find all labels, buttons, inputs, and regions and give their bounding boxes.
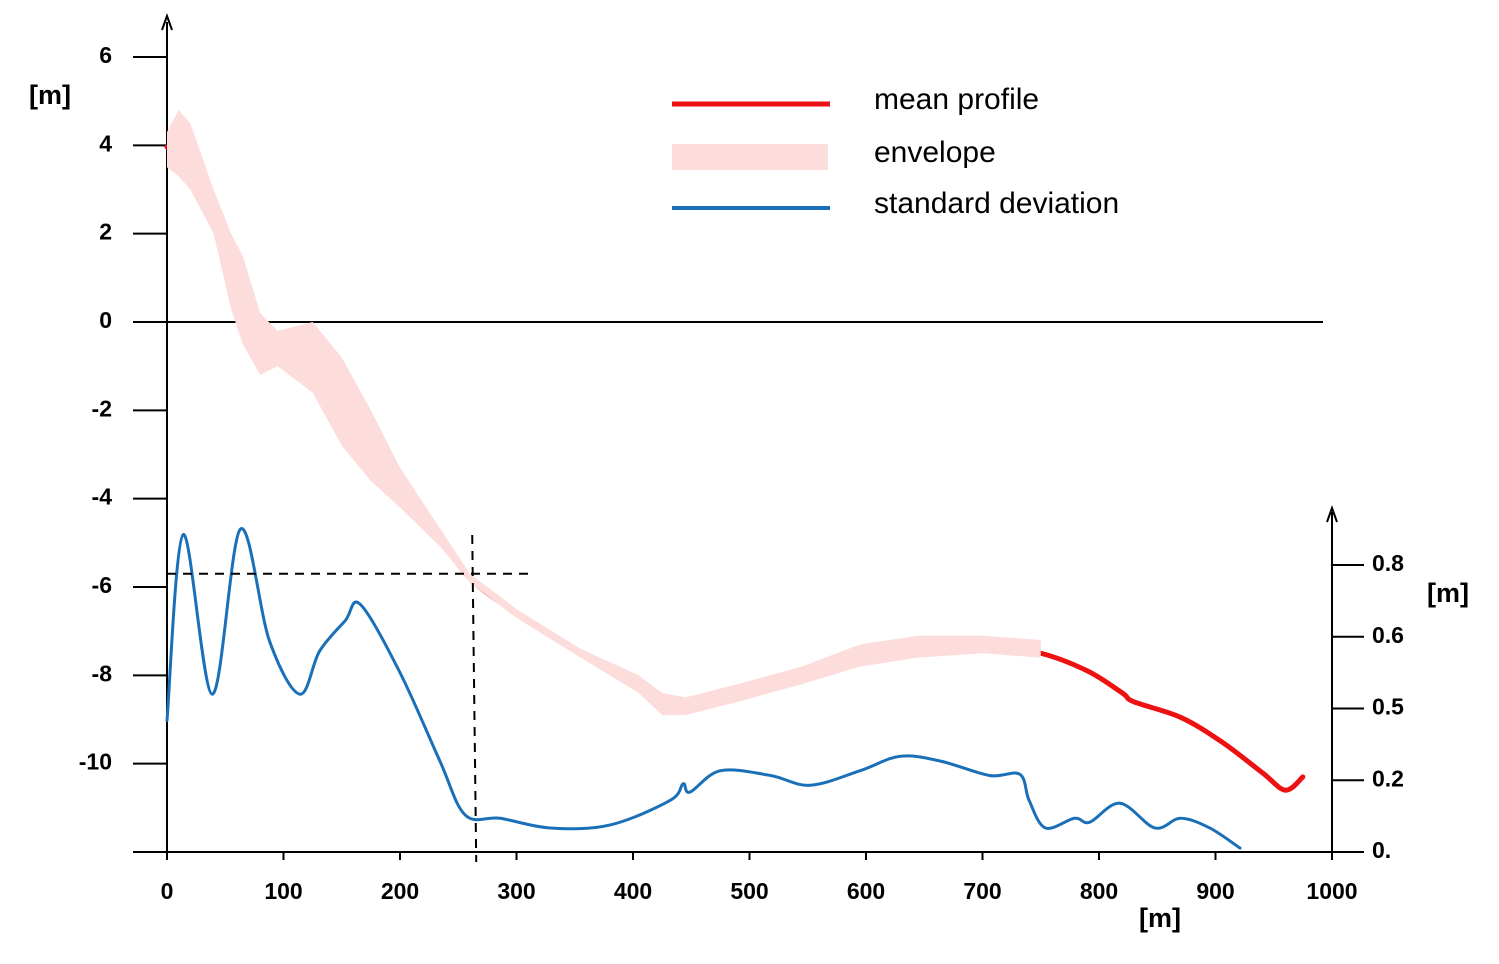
x-tick-label: 300 [497,878,535,904]
y-tick-label: 4 [99,130,112,156]
y-tick-label: -10 [79,749,112,775]
y-tick-label: 6 [99,42,112,68]
reference-v [471,534,478,863]
legend-label: mean profile [874,83,1039,116]
x-tick-label: 800 [1080,878,1118,904]
y-tick-label: 2 [99,219,112,245]
x-tick-label: 100 [264,878,302,904]
y2-axis-label: [m] [1427,578,1469,608]
x-tick-label: 600 [847,878,885,904]
x-axis-label: [m] [1139,903,1181,933]
y-tick-label: -4 [92,484,113,510]
x-tick-label: 900 [1196,878,1234,904]
y-axis-label: [m] [29,80,71,110]
y-axis-arrow [161,13,173,31]
y2-tick-label: 0.5 [1372,694,1404,720]
x-tick-label: 0 [161,878,174,904]
x-tick-label: 200 [381,878,419,904]
y2-tick-label: 0. [1372,837,1391,863]
envelope-band [167,110,1041,716]
x-tick-label: 500 [730,878,768,904]
legend-label: standard deviation [874,187,1119,220]
x-tick-label: 1000 [1306,878,1357,904]
x-tick-label: 400 [614,878,652,904]
y2-axis-arrow [1326,505,1338,523]
y2-tick-label: 0.6 [1372,622,1404,648]
y-tick-label: -8 [92,660,113,686]
y-tick-label: -2 [92,395,112,421]
legend-swatch [672,144,828,170]
y2-tick-label: 0.2 [1372,765,1404,791]
y-tick-label: -6 [92,572,112,598]
x-tick-label: 700 [963,878,1001,904]
line-y2 [165,527,1242,850]
y2-tick-label: 0.8 [1372,550,1404,576]
legend-label: envelope [874,136,996,169]
y-tick-label: 0 [99,307,112,333]
